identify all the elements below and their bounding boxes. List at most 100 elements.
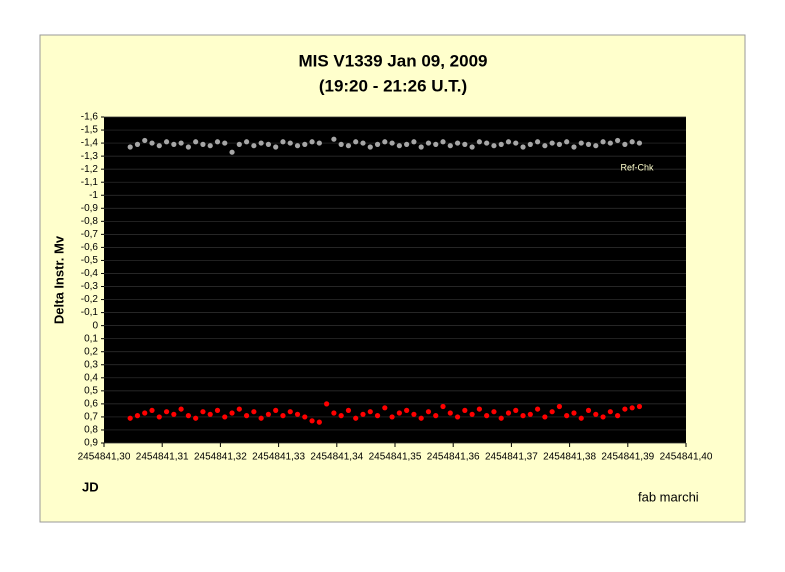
point <box>476 406 482 412</box>
point <box>629 405 635 411</box>
point <box>513 407 519 413</box>
point <box>520 413 526 419</box>
point <box>498 141 504 147</box>
y-tick-label: -0,1 <box>81 307 99 318</box>
point <box>236 141 242 147</box>
point <box>636 403 643 410</box>
point <box>615 413 621 419</box>
point <box>462 407 468 413</box>
point <box>142 137 148 144</box>
point <box>542 414 548 420</box>
point <box>411 139 417 145</box>
point <box>265 411 272 417</box>
y-tick-label: -0,8 <box>81 216 99 227</box>
point <box>251 143 257 149</box>
point <box>243 413 250 419</box>
x-tick-label: 2454841,33 <box>252 452 305 463</box>
point <box>513 140 519 146</box>
point <box>309 139 315 145</box>
point <box>243 139 250 145</box>
point <box>302 141 308 147</box>
point <box>331 136 337 142</box>
point <box>280 139 286 145</box>
point <box>273 144 279 150</box>
point <box>556 141 563 147</box>
point <box>258 140 264 146</box>
point <box>214 407 221 413</box>
x-tick-label: 2454841,32 <box>194 452 247 463</box>
point <box>207 411 213 417</box>
point <box>156 414 162 420</box>
point <box>163 139 170 145</box>
point <box>302 414 308 420</box>
y-tick-label: 0,5 <box>84 385 98 396</box>
point <box>491 143 497 149</box>
y-tick-label: -1 <box>89 190 98 201</box>
point <box>549 409 555 415</box>
point <box>193 139 199 145</box>
y-tick-label: -0,5 <box>81 255 99 266</box>
point <box>178 140 184 146</box>
y-tick-label: 0,1 <box>84 333 98 344</box>
y-tick-label: 0 <box>92 320 98 331</box>
y-tick-label: -1,6 <box>81 112 99 123</box>
point <box>505 410 512 416</box>
point <box>571 410 577 416</box>
point <box>127 415 133 421</box>
x-tick-label: 2454841,31 <box>136 452 189 463</box>
point <box>622 406 628 412</box>
point <box>316 140 322 146</box>
point <box>309 418 315 424</box>
point <box>374 141 381 147</box>
x-axis-label: JD <box>82 479 99 494</box>
point <box>542 143 548 149</box>
point <box>134 141 141 147</box>
y-tick-label: -0,9 <box>81 203 99 214</box>
point <box>527 411 533 417</box>
point <box>418 144 424 150</box>
legend-label: Ref-Chk <box>620 162 654 172</box>
point <box>498 415 504 421</box>
point <box>258 415 264 421</box>
point <box>607 409 613 415</box>
y-tick-label: 0,4 <box>84 372 98 383</box>
point <box>447 410 453 416</box>
point <box>469 144 475 150</box>
point <box>273 407 279 413</box>
point <box>222 414 228 420</box>
point <box>338 141 344 147</box>
point <box>411 411 417 417</box>
point <box>214 139 221 145</box>
point <box>236 406 242 412</box>
y-tick-label: 0,6 <box>84 399 98 410</box>
point <box>353 139 359 145</box>
point <box>469 411 475 417</box>
point <box>615 137 621 144</box>
x-tick-label: 2454841,39 <box>601 452 654 463</box>
point <box>142 410 148 416</box>
point <box>222 140 228 146</box>
point <box>396 410 402 416</box>
point <box>527 141 533 147</box>
point <box>404 141 410 147</box>
point <box>520 144 526 150</box>
point <box>345 407 352 413</box>
point <box>440 403 446 410</box>
point <box>600 139 606 145</box>
point <box>185 413 191 419</box>
chart-subtitle: (19:20 - 21:26 U.T.) <box>319 76 467 95</box>
point <box>636 140 643 146</box>
point <box>491 409 497 415</box>
chart-title: MIS V1339 Jan 09, 2009 <box>298 51 487 70</box>
point <box>418 415 424 421</box>
credit: fab marchi <box>638 489 699 504</box>
y-tick-label: 0,9 <box>84 438 98 449</box>
point <box>294 143 301 149</box>
point <box>585 407 592 413</box>
point <box>556 403 563 410</box>
point <box>367 144 373 150</box>
point <box>433 413 439 419</box>
point <box>200 141 206 147</box>
point <box>345 143 352 149</box>
